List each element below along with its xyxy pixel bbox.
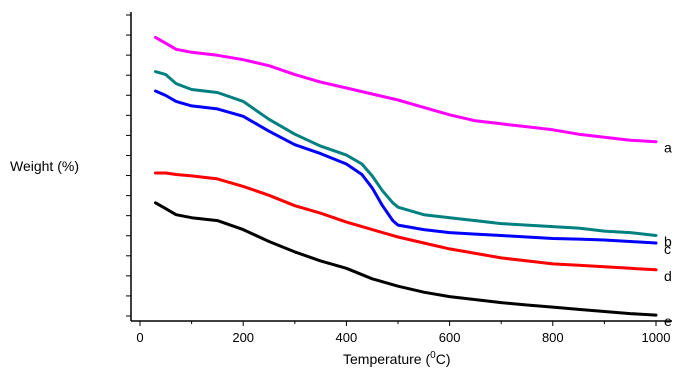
series-lines (154, 35, 658, 317)
series-labels: a bcd e (664, 140, 672, 329)
series-line-a (154, 35, 658, 144)
x-tick-label-200: 200 (232, 330, 254, 345)
series-line-c (154, 89, 658, 245)
y-axis-title: Weight (%) (10, 158, 79, 174)
axes (130, 12, 672, 322)
series-label-c: c (664, 241, 671, 257)
x-axis-title: Temperature (0C) (343, 350, 451, 367)
series-label-d: d (664, 268, 672, 284)
x-axis-title-end: C) (436, 351, 451, 367)
x-axis-title-superscript: 0 (430, 350, 436, 361)
y-ticks (126, 14, 131, 317)
x-tick-label-0: 0 (136, 330, 143, 345)
series-label-b: b (664, 234, 672, 250)
series-line-d (154, 171, 658, 272)
x-tick-label-800: 800 (542, 330, 564, 345)
x-ticks: 0 200 400 600 800 1000 (136, 321, 670, 345)
series-line-e (154, 201, 658, 317)
series-label-e: e (664, 313, 672, 329)
series-line-b (154, 70, 658, 237)
x-tick-label-1000: 1000 (642, 330, 671, 345)
x-tick-label-400: 400 (336, 330, 358, 345)
x-axis-title-main: Temperature ( (343, 351, 430, 367)
series-label-a: a (664, 140, 672, 156)
x-tick-label-600: 600 (439, 330, 461, 345)
